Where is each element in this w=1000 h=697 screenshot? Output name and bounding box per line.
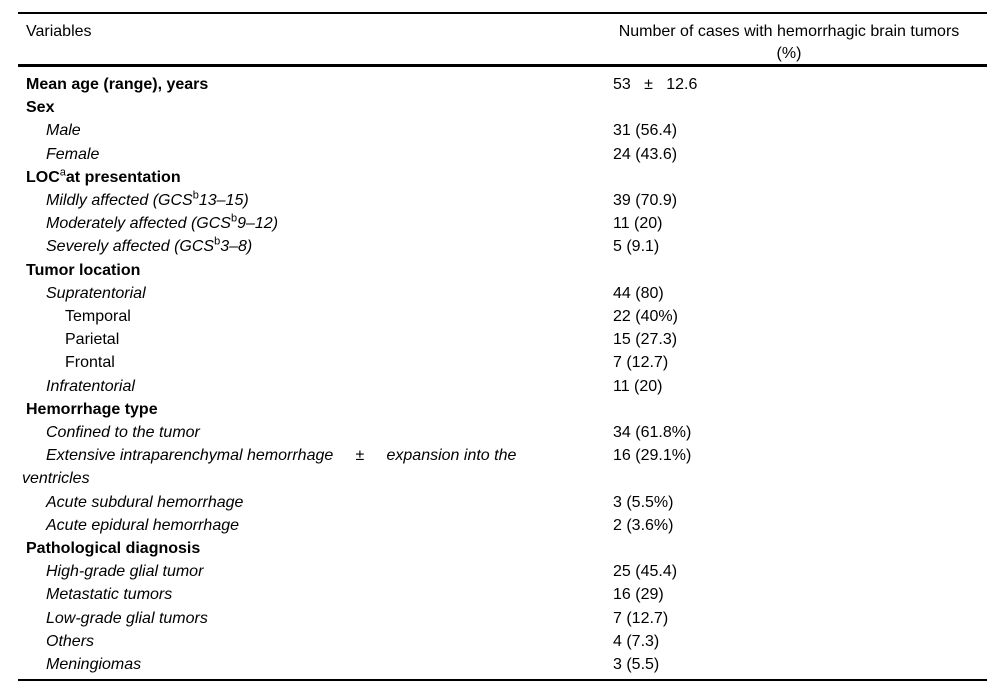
row-label: Meningiomas [46, 656, 142, 674]
row-value: 16 (29.1%) [613, 447, 692, 465]
patient-characteristics-table: Variables Number of cases with hemorrhag… [18, 12, 987, 682]
table-row-hemorrhage-type: Hemorrhage type [18, 398, 987, 421]
row-label: Mean age (range), years [26, 76, 209, 93]
table-body: Mean age (range), years 53 ± 12.6 Sex Male 3… [18, 67, 987, 679]
table-row-pathological-diagnosis: Pathological diagnosis [18, 537, 987, 560]
row-label: Frontal [65, 354, 115, 372]
row-label: Hemorrhage type [26, 400, 158, 418]
row-label: LOCaat presentation [26, 166, 181, 186]
row-value: 7 (12.7) [613, 609, 669, 627]
table-row-sex: Sex [18, 96, 987, 119]
row-value: 3 (5.5%) [613, 493, 674, 511]
footnote-marker: a [59, 166, 66, 179]
row-label: Acute subdural hemorrhage [46, 493, 244, 511]
row-value: 25 (45.4) [613, 563, 678, 581]
row-label: Severely affected (GCSb3–8) [46, 236, 253, 256]
top-rule [18, 12, 987, 14]
footnote-marker: b [214, 236, 221, 249]
row-label: Tumor location [26, 261, 141, 279]
row-label: Metastatic tumors [46, 586, 173, 604]
row-value: 4 (7.3) [613, 632, 660, 650]
row-value: 11 (20) [613, 215, 663, 233]
row-label: Pathological diagnosis [26, 540, 201, 558]
table-header-row: Variables Number of cases with hemorrhag… [18, 14, 987, 64]
row-value: 22 (40%) [613, 308, 678, 326]
row-value: 11 (20) [613, 377, 663, 395]
row-label: Male [46, 122, 81, 140]
row-value: 24 (43.6) [613, 145, 678, 163]
column-header-cases-line1: Number of cases with hemorrhagic brain t… [618, 23, 960, 40]
row-label: Temporal [65, 308, 131, 326]
table-row-supratentorial: Supratentorial 44 (80) [18, 282, 987, 305]
table-row-acute-subdural: Acute subdural hemorrhage 3 (5.5%) [18, 491, 987, 514]
table-row-low-grade-glial: Low-grade glial tumors 7 (12.7) [18, 607, 987, 630]
row-value: 44 (80) [613, 284, 664, 302]
bottom-rule [18, 679, 987, 682]
table-row-loc-at-presentation: LOCaat presentation [18, 166, 987, 189]
table-row-mean-age: Mean age (range), years 53 ± 12.6 [18, 73, 987, 96]
table-row-high-grade-glial: High-grade glial tumor 25 (45.4) [18, 560, 987, 583]
column-header-cases-line2: (%) [776, 45, 802, 62]
table-row-parietal: Parietal 15 (27.3) [18, 328, 987, 351]
row-value: 34 (61.8%) [613, 424, 692, 442]
table-row-moderately-affected: Moderately affected (GCSb9–12) 11 (20) [18, 212, 987, 235]
row-value: 31 (56.4) [613, 122, 678, 140]
row-label: Confined to the tumor [46, 424, 200, 442]
table-row-meningiomas: Meningiomas 3 (5.5) [18, 653, 987, 676]
table-row-tumor-location: Tumor location [18, 259, 987, 282]
table-row-severely-affected: Severely affected (GCSb3–8) 5 (9.1) [18, 235, 987, 258]
row-value: 39 (70.9) [613, 192, 678, 210]
row-label: Mildly affected (GCSb13–15) [46, 189, 249, 210]
table-row-mildly-affected: Mildly affected (GCSb13–15) 39 (70.9) [18, 189, 987, 212]
row-label: Supratentorial [46, 284, 146, 302]
table-row-extensive-intraparenchymal: Extensive intraparenchymal hemorrhage ± … [18, 444, 987, 490]
table-row-frontal: Frontal 7 (12.7) [18, 351, 987, 374]
column-header-variables: Variables [26, 23, 92, 40]
row-value: 53 ± 12.6 [613, 76, 698, 93]
row-label: Female [46, 145, 100, 163]
row-label: Sex [26, 99, 55, 117]
row-label: Extensive intraparenchymal hemorrhage ± … [22, 447, 517, 488]
table-row-acute-epidural: Acute epidural hemorrhage 2 (3.6%) [18, 514, 987, 537]
table-row-metastatic-tumors: Metastatic tumors 16 (29) [18, 583, 987, 606]
row-label: Low-grade glial tumors [46, 609, 208, 627]
row-value: 3 (5.5) [613, 656, 660, 674]
row-value: 7 (12.7) [613, 354, 669, 372]
table-row-female: Female 24 (43.6) [18, 143, 987, 166]
header-divider-rule [18, 64, 987, 67]
row-label: Acute epidural hemorrhage [46, 516, 240, 534]
table-row-confined-to-tumor: Confined to the tumor 34 (61.8%) [18, 421, 987, 444]
row-label: High-grade glial tumor [46, 563, 204, 581]
column-header-cases: Number of cases with hemorrhagic brain t… [613, 21, 965, 65]
table-row-others: Others 4 (7.3) [18, 630, 987, 653]
table-row-infratentorial: Infratentorial 11 (20) [18, 375, 987, 398]
table-row-temporal: Temporal 22 (40%) [18, 305, 987, 328]
row-label: Others [46, 632, 95, 650]
row-label: Moderately affected (GCSb9–12) [46, 212, 279, 233]
row-value: 15 (27.3) [613, 331, 678, 349]
row-value: 16 (29) [613, 586, 664, 604]
row-label: Parietal [65, 331, 120, 349]
row-label: Infratentorial [46, 377, 135, 395]
row-value: 5 (9.1) [613, 238, 660, 256]
footnote-marker: b [230, 212, 238, 225]
footnote-marker: b [192, 189, 199, 202]
table-row-male: Male 31 (56.4) [18, 119, 987, 142]
row-value: 2 (3.6%) [613, 516, 674, 534]
